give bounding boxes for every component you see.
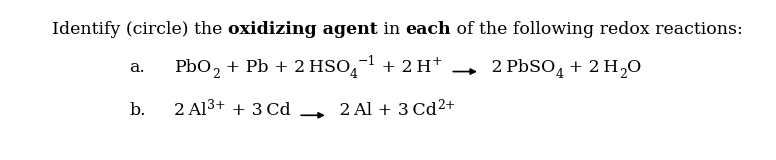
Text: PbO: PbO [175,59,212,76]
Text: −1: −1 [358,55,376,68]
Text: + Pb + 2 HSO: + Pb + 2 HSO [220,59,350,76]
Text: a.: a. [130,59,145,76]
Text: +: + [432,55,442,68]
Text: b.: b. [130,102,146,119]
Text: 3+: 3+ [207,99,226,112]
Text: 4: 4 [556,68,563,81]
Text: O: O [627,59,641,76]
Text: 2+: 2+ [437,99,456,112]
Text: 2: 2 [619,68,627,81]
Text: in: in [378,21,406,38]
Text: 2 Al + 3 Cd: 2 Al + 3 Cd [334,102,437,119]
Text: 4: 4 [350,68,358,81]
Text: + 2 H: + 2 H [563,59,619,76]
Text: 2 PbSO: 2 PbSO [486,59,556,76]
Text: oxidizing agent: oxidizing agent [228,21,378,38]
Text: Identify (circle) the: Identify (circle) the [52,21,228,38]
Text: 2: 2 [212,68,220,81]
Text: + 3 Cd: + 3 Cd [226,102,290,119]
Text: of the following redox reactions:: of the following redox reactions: [452,21,743,38]
Text: each: each [406,21,452,38]
Text: 2 Al: 2 Al [175,102,207,119]
Text: + 2 H: + 2 H [376,59,432,76]
